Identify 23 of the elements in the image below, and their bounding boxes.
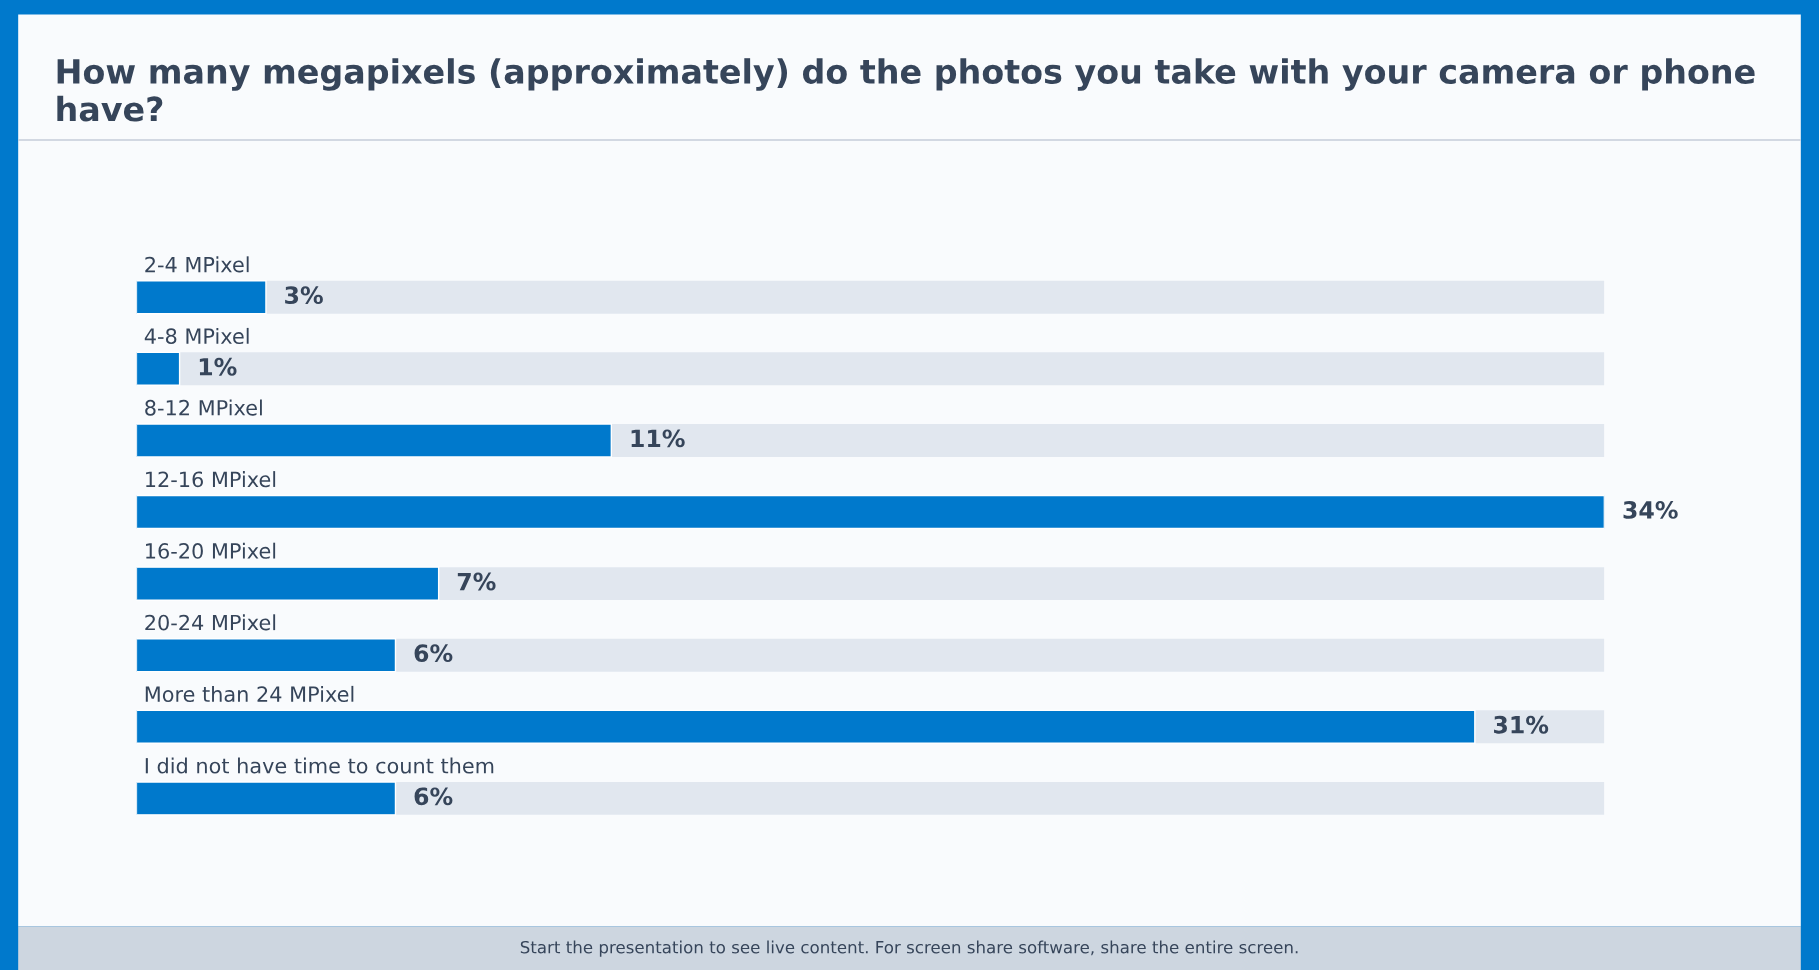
y-tick-label: 12-16 MPixel	[146, 471, 276, 488]
y-tick-label: 2-4 MPixel	[145, 256, 249, 273]
bar	[136, 781, 397, 816]
data-label: 31%	[1494, 715, 1549, 734]
chart-title: How many megapixels (approximately) do the photos you take with your camera or phone have?	[57, 58, 1755, 122]
data-label: 34%	[1623, 501, 1678, 519]
bar	[136, 280, 267, 315]
data-label: 11%	[631, 429, 685, 448]
y-tick-label: I did not have time to count them	[145, 757, 494, 774]
data-label: 6%	[414, 787, 453, 806]
y-tick-label: 16-20 MPixel	[146, 542, 276, 559]
data-label: 6%	[414, 644, 453, 663]
y-tick-label: 20-24 MPixel	[145, 614, 276, 631]
bar	[136, 638, 397, 673]
y-tick-label: 8-12 MPixel	[145, 399, 262, 416]
text: Start the presentation to see live content. For screen share software, share the entire screen.	[520, 940, 1298, 957]
bar	[136, 566, 440, 601]
data-label: 3%	[285, 286, 323, 305]
data-label: 1%	[199, 357, 237, 376]
data-label: 7%	[457, 572, 496, 591]
y-tick-label: More than 24 MPixel	[145, 685, 354, 703]
y-tick-label: 4-8 MPixel	[144, 327, 249, 345]
bar	[136, 351, 181, 386]
